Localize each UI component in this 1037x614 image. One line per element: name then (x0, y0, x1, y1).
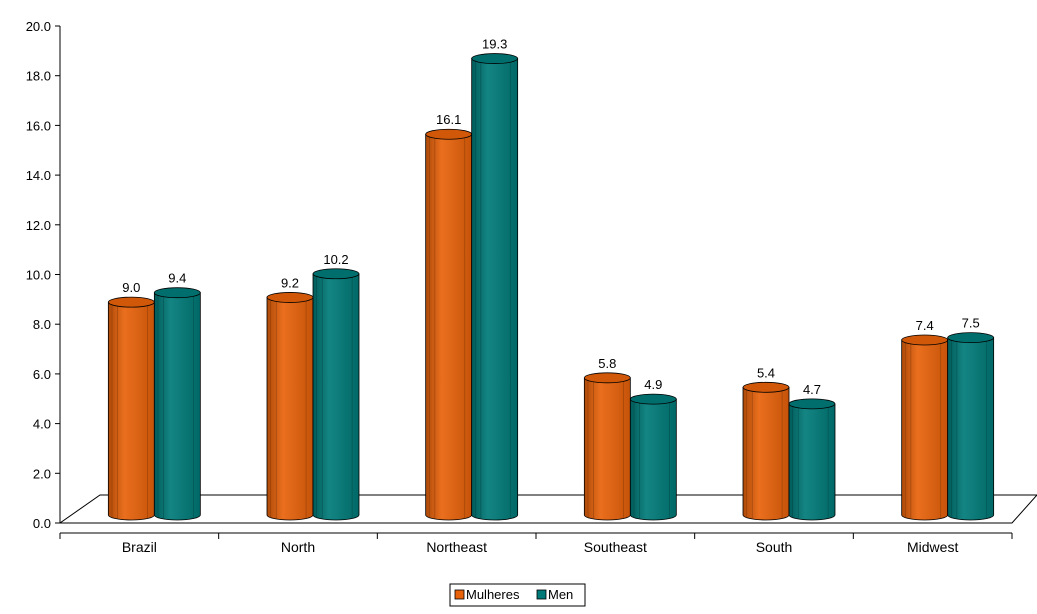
data-label: 4.9 (644, 377, 662, 392)
x-category-label: Brazil (122, 539, 157, 555)
bar-men-north (312, 268, 360, 521)
y-tick-label: 12.0 (26, 218, 51, 233)
y-tick-label: 8.0 (33, 317, 51, 332)
legend-swatch (454, 589, 465, 600)
x-category-label: Midwest (907, 539, 958, 555)
legend-box (449, 583, 586, 607)
y-tick-label: 18.0 (26, 69, 51, 84)
bar-men-southeast (629, 393, 677, 521)
bar-mulheres-northeast (425, 128, 473, 521)
y-tick-label: 4.0 (33, 417, 51, 432)
x-category-label: Southeast (584, 539, 647, 555)
legend-entry: Men (548, 587, 573, 602)
chart-floor (58, 494, 1037, 524)
data-label: 9.0 (122, 280, 140, 295)
y-tick-label: 16.0 (26, 118, 51, 133)
y-tick-label: 20.0 (26, 19, 51, 34)
y-tick-label: 14.0 (26, 168, 51, 183)
y-tick-label: 6.0 (33, 367, 51, 382)
data-label: 4.7 (803, 382, 821, 397)
bar-men-south (788, 398, 836, 521)
data-label: 7.4 (916, 318, 934, 333)
y-tick-label: 10.0 (26, 268, 51, 283)
bar-mulheres-midwest (901, 334, 949, 521)
x-category-label: South (756, 539, 793, 555)
bar-mulheres-north (266, 292, 314, 521)
bar-men-brazil (153, 287, 201, 521)
x-category-label: Northeast (426, 539, 487, 555)
bar-mulheres-south (742, 381, 790, 521)
data-label: 9.2 (281, 275, 299, 290)
bar-mulheres-brazil (107, 296, 155, 521)
bar-mulheres-southeast (583, 372, 631, 521)
data-label: 5.8 (598, 356, 616, 371)
data-label: 10.2 (323, 252, 348, 267)
data-label: 5.4 (757, 365, 775, 380)
bar-men-midwest (947, 332, 995, 521)
data-label: 19.3 (482, 37, 507, 52)
y-tick-label: 0.0 (33, 516, 51, 531)
data-label: 7.5 (962, 316, 980, 331)
legend-swatch (536, 589, 547, 600)
bar-men-northeast (471, 53, 519, 521)
legend-entry: Mulheres (466, 587, 520, 602)
data-label: 9.4 (168, 271, 186, 286)
legend: Mulheres Men (449, 583, 586, 607)
data-label: 16.1 (436, 112, 461, 127)
x-category-label: North (281, 539, 315, 555)
y-tick-label: 2.0 (33, 466, 51, 481)
